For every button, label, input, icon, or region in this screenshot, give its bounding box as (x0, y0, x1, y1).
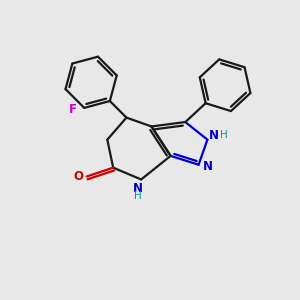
Text: H: H (134, 190, 142, 201)
Text: N: N (202, 160, 212, 173)
Text: O: O (74, 170, 83, 183)
Text: N: N (209, 129, 219, 142)
Text: N: N (133, 182, 143, 195)
Text: H: H (220, 130, 227, 140)
Text: F: F (69, 103, 77, 116)
